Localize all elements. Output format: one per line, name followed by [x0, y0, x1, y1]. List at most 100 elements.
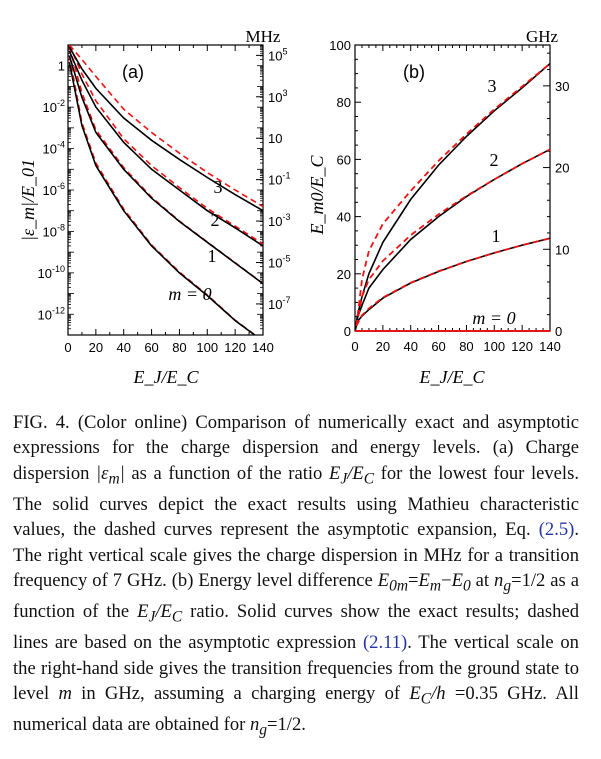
caption-eq: =	[408, 570, 419, 592]
panel-a-right-unit: MHz	[246, 27, 281, 46]
b-dashed-curve-3	[355, 62, 550, 327]
a-dashed-curve-0	[68, 55, 257, 335]
panel-b-ylabel: E_m0/E_C	[307, 155, 327, 236]
a-dashed-curve-3	[68, 45, 263, 208]
caption-text-1: FIG. 4. (Color online) Comparison of num…	[13, 412, 579, 484]
a-right-tick-label: 10-1	[268, 171, 290, 188]
a-y-tick-label: 10-6	[43, 181, 65, 198]
b-right-tick-label: 20	[555, 161, 569, 176]
caption-ej2: E	[137, 601, 149, 623]
b-y-tick-label: 60	[337, 152, 351, 167]
panel-b-x-tick-labels: 0 20 40 60 80 100 120 140	[351, 339, 560, 354]
b-y-tick-label: 100	[329, 38, 351, 53]
caption-text-7: . The vertical scale on the right-hand s…	[13, 632, 579, 705]
caption-ng: n	[494, 570, 504, 592]
panel-a-xlabel: E_J/E_C	[133, 367, 200, 387]
a-dashed-curve-2	[68, 45, 263, 245]
caption-sub-0: 0	[462, 577, 471, 595]
panel-b-left-tick-labels: 0 20 40 60 80 100	[329, 38, 351, 339]
caption-ec2: E	[160, 601, 172, 623]
caption-em: E	[418, 570, 430, 592]
caption-text-2: as a function of the ratio	[124, 462, 329, 484]
a-x-tick-label: 60	[144, 340, 158, 355]
b-y-tick-label: 0	[344, 324, 351, 339]
a-solid-curve-2	[68, 50, 263, 247]
panel-a-curve-label-1: 1	[208, 246, 217, 266]
figure-caption: FIG. 4. (Color online) Comparison of num…	[13, 410, 579, 743]
a-x-tick-label: 100	[196, 340, 218, 355]
a-dashed-curve-1	[68, 46, 263, 285]
caption-text-4: . The right vertical scale gives the cha…	[13, 519, 579, 592]
caption-overh: /h	[431, 683, 446, 705]
caption-at: at	[470, 570, 495, 592]
panel-b-label: (b)	[403, 62, 425, 82]
b-right-tick-label: 0	[555, 324, 562, 339]
b-x-tick-label: 120	[511, 339, 533, 354]
b-x-tick-label: 0	[351, 339, 358, 354]
a-right-tick-label: 105	[268, 46, 287, 63]
caption-text-5: as a function of the	[13, 570, 579, 623]
panel-b-curve-label-3: 3	[488, 76, 497, 96]
panel-a-curves	[68, 45, 263, 335]
a-x-tick-label: 80	[172, 340, 186, 355]
caption-sub-c2: C	[171, 609, 183, 626]
caption-sub-g: g	[503, 577, 512, 595]
b-x-tick-label: 80	[459, 339, 473, 354]
caption-text-9: =0.35 GHz. All numerical data are obtain…	[13, 683, 579, 736]
panel-b-right-tick-labels: 0 10 20 30	[555, 79, 569, 339]
b-y-tick-label: 80	[337, 95, 351, 110]
caption-slash2: /	[155, 601, 161, 623]
a-y-tick-label: 10-10	[38, 264, 65, 281]
a-y-tick-label: 10-4	[43, 140, 65, 157]
caption-sub-0m: 0m	[389, 577, 409, 595]
panel-a-right-tick-labels: 105 103 10 10-1 10-3 10-5 10-7	[268, 46, 290, 312]
caption-ref-eq-2-11[interactable]: (2.11)	[362, 632, 408, 654]
b-right-tick-label: 10	[555, 242, 569, 257]
caption-sub-j2: J	[148, 609, 156, 626]
panel-b-right-unit: GHz	[526, 27, 559, 46]
a-solid-curve-0	[68, 61, 256, 335]
panel-b-curve-label-2: 2	[490, 150, 499, 170]
figure-4: MHz 0 20 40 60 80 100 120 140 110-210-410-610-8…	[18, 27, 569, 387]
caption-sub-c: C	[363, 470, 375, 488]
a-x-tick-label: 120	[224, 340, 246, 355]
b-dashed-curve-1	[355, 237, 550, 327]
panel-a-left-tick-labels: 1 10-2 10-4 10-6 10-8 10-10 10-12	[38, 59, 65, 323]
b-x-tick-label: 140	[539, 339, 561, 354]
caption-sub-m2: m	[429, 577, 442, 595]
a-y-tick-label: 10-12	[38, 305, 65, 322]
caption-sub-g2: g	[259, 722, 267, 740]
a-x-tick-label: 40	[116, 340, 130, 355]
panel-a-curve-label-m0: m = 0	[168, 284, 211, 304]
panel-b-curve-label-1: 1	[492, 226, 501, 246]
caption-sub-m: m	[108, 470, 120, 488]
caption-ng2: n	[249, 714, 260, 736]
panel-a-ylabel: |ε_m|/E_01	[18, 159, 38, 241]
a-y-tick-label: 10-2	[43, 98, 65, 115]
caption-half2: =1/2	[267, 714, 302, 736]
a-y-tick-label: 10-8	[43, 222, 65, 239]
caption-abs-close: |	[119, 462, 125, 484]
caption-ec3: E	[409, 683, 421, 705]
b-y-tick-label: 40	[337, 210, 351, 225]
caption-text-10: .	[301, 714, 306, 736]
caption-text-8: in GHz, assuming a charging energy of	[71, 683, 410, 705]
a-solid-curve-3	[68, 46, 263, 212]
a-right-tick-label: 10	[268, 131, 282, 146]
a-right-tick-label: 10-5	[268, 254, 290, 271]
b-solid-curve-1	[355, 237, 550, 332]
a-y-tick-label: 1	[58, 59, 65, 74]
a-x-tick-label: 140	[252, 340, 274, 355]
caption-sub-c3: C	[420, 690, 432, 708]
caption-ej: E	[328, 462, 341, 484]
b-solid-curve-3	[355, 62, 550, 332]
panel-a-label: (a)	[122, 62, 144, 82]
b-right-tick-label: 30	[555, 79, 569, 94]
caption-ref-eq-2-5[interactable]: (2.5)	[538, 519, 575, 541]
panel-a-curve-label-3: 3	[214, 177, 223, 197]
panel-b-curve-label-m0: m = 0	[472, 308, 515, 328]
caption-e0m: E	[377, 570, 390, 592]
caption-sub-j: J	[340, 470, 348, 488]
caption-m3: m	[58, 683, 72, 705]
b-x-tick-label: 20	[376, 339, 390, 354]
